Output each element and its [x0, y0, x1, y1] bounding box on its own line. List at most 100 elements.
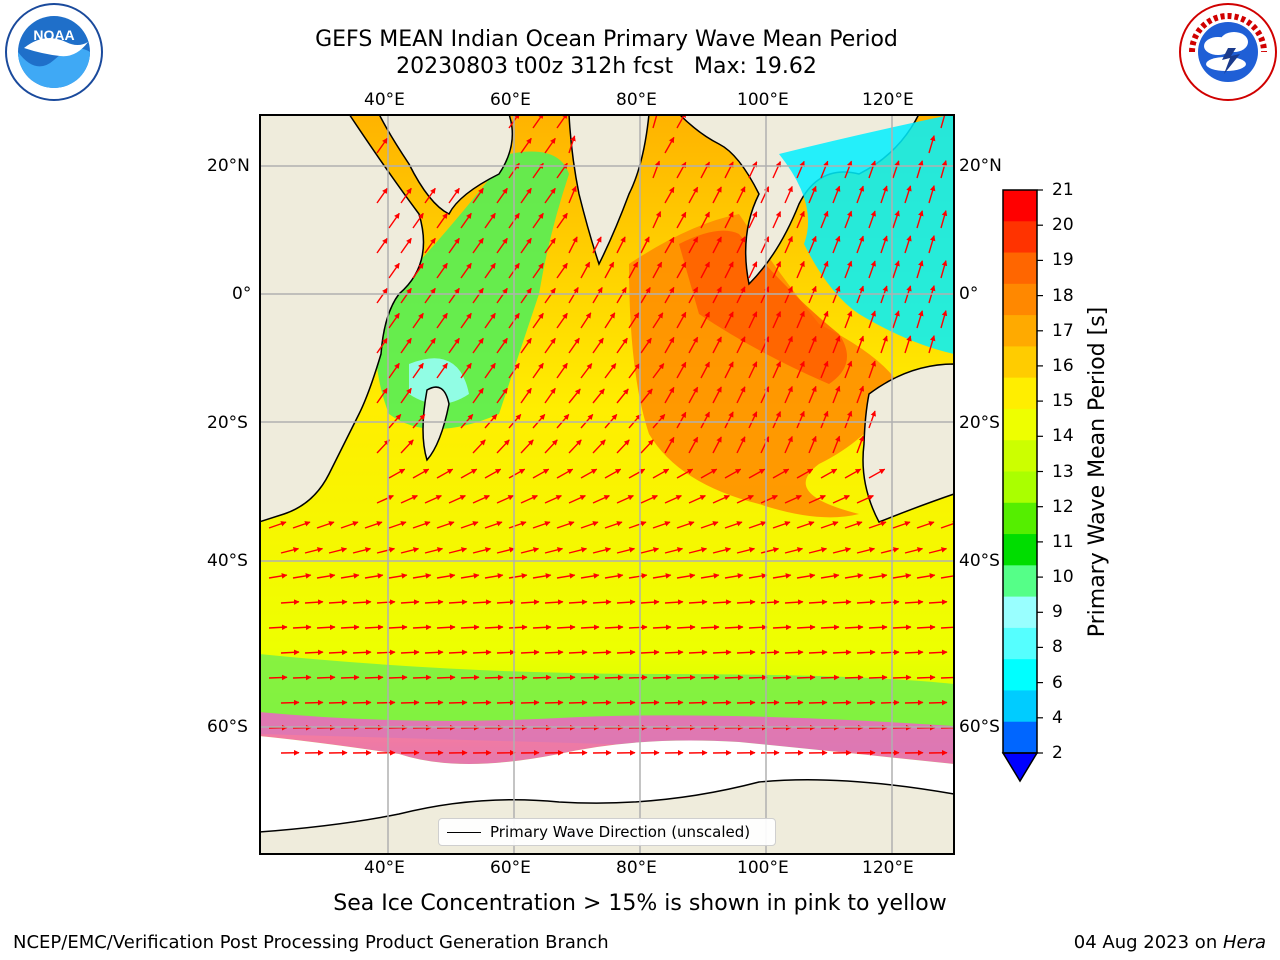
wave-direction-arrow — [412, 521, 431, 529]
wave-direction-arrow — [508, 573, 528, 579]
wave-direction-arrow — [472, 494, 490, 504]
wave-direction-arrow — [412, 624, 432, 631]
wave-direction-arrow — [796, 160, 805, 179]
wave-direction-arrow — [736, 436, 746, 454]
colorbar-swatch — [1003, 690, 1037, 723]
wave-direction-arrow — [640, 547, 660, 554]
wave-direction-arrow — [916, 260, 924, 279]
wave-direction-arrow — [856, 699, 876, 706]
wave-direction-arrow — [748, 311, 758, 329]
wave-direction-arrow — [316, 674, 336, 681]
wave-direction-arrow — [424, 649, 444, 656]
footer-host: Hera — [1222, 932, 1266, 953]
wave-direction-arrow — [760, 547, 780, 554]
wave-direction-arrow — [340, 573, 360, 579]
colorbar-extend-triangle — [1001, 752, 1039, 783]
wave-direction-arrow — [892, 624, 912, 631]
wave-direction-arrow — [616, 599, 636, 605]
wave-direction-arrow — [736, 336, 746, 354]
wave-direction-arrow — [808, 649, 828, 656]
wave-direction-arrow — [604, 521, 623, 529]
wave-direction-arrow — [772, 624, 792, 631]
wave-direction-arrow — [748, 161, 758, 179]
wave-direction-arrow — [652, 160, 661, 179]
wave-direction-arrow — [700, 261, 711, 279]
wave-direction-arrow — [580, 624, 600, 631]
wave-direction-arrow — [568, 599, 588, 605]
wave-direction-arrow — [760, 699, 780, 706]
wave-direction-arrow — [940, 624, 955, 631]
wave-direction-arrow — [724, 521, 743, 529]
wave-direction-arrow — [844, 160, 853, 179]
wave-direction-arrow — [568, 439, 582, 454]
wave-direction-arrow — [508, 624, 528, 631]
wave-direction-arrow — [940, 114, 948, 129]
wave-direction-arrow — [520, 547, 540, 554]
wave-direction-arrow — [280, 649, 300, 656]
lon-label-top-80e: 80°E — [616, 90, 657, 110]
wave-direction-arrow — [292, 624, 312, 631]
wave-direction-arrow — [832, 494, 850, 504]
wave-direction-arrow — [592, 236, 602, 254]
wave-direction-arrow — [832, 385, 841, 404]
wave-direction-arrow — [424, 337, 436, 354]
wave-direction-arrow — [856, 185, 865, 204]
wave-direction-arrow — [592, 439, 606, 454]
wave-direction-arrow — [580, 521, 599, 529]
wave-direction-arrow — [448, 599, 468, 605]
wave-direction-arrow — [520, 649, 540, 656]
wave-direction-arrow — [904, 649, 924, 656]
wave-direction-arrow — [376, 494, 394, 504]
wave-direction-arrow — [796, 360, 805, 379]
wave-direction-arrow — [532, 624, 552, 631]
wave-direction-arrow — [292, 521, 311, 529]
wave-direction-arrow — [460, 212, 472, 229]
wave-direction-arrow — [784, 235, 793, 254]
wave-direction-arrow — [400, 547, 420, 554]
wave-direction-arrow — [604, 468, 622, 479]
wave-direction-arrow — [916, 674, 936, 681]
wave-direction-arrow — [556, 674, 576, 681]
colorbar-tick-label: 2 — [1052, 743, 1063, 763]
wave-direction-arrow — [748, 261, 758, 279]
wave-direction-arrow — [364, 624, 384, 631]
colorbar-tick-label: 9 — [1052, 602, 1063, 623]
wave-direction-arrow — [508, 521, 527, 529]
wave-direction-arrow — [808, 235, 817, 254]
sea-ice-note: Sea Ice Concentration > 15% is shown in … — [333, 891, 947, 916]
wave-direction-arrow — [400, 237, 412, 254]
wave-direction-arrow — [412, 212, 424, 229]
wave-direction-arrow — [532, 674, 552, 681]
wave-direction-arrow — [448, 187, 460, 204]
lat-label-left-60s: 60°S — [207, 717, 248, 737]
wave-direction-arrow — [520, 387, 532, 404]
wave-direction-arrow — [616, 699, 636, 706]
wave-direction-arrow — [772, 211, 782, 229]
wave-direction-arrow — [508, 674, 528, 681]
wave-direction-arrow — [436, 521, 455, 529]
wave-direction-arrow — [940, 260, 948, 279]
wave-direction-arrow — [844, 360, 853, 379]
wave-direction-arrow — [556, 624, 576, 631]
wave-direction-arrow — [436, 262, 448, 279]
wave-direction-arrow — [304, 699, 324, 706]
wave-direction-arrow — [736, 236, 746, 254]
wave-direction-arrow — [640, 439, 654, 454]
wave-direction-arrow — [856, 599, 876, 605]
wave-direction-arrow — [712, 386, 722, 404]
lat-label-left-20s: 20°S — [207, 413, 248, 433]
wave-direction-arrow — [652, 573, 672, 579]
wave-direction-arrow — [544, 287, 556, 304]
wave-direction-arrow — [460, 362, 472, 379]
wave-direction-arrow — [532, 362, 544, 379]
wave-direction-arrow — [520, 287, 532, 304]
wave-direction-arrow — [940, 160, 948, 179]
wave-direction-arrow — [700, 211, 711, 229]
wave-direction-arrow — [424, 599, 444, 605]
wave-direction-arrow — [496, 699, 516, 706]
wave-direction-arrow — [712, 186, 722, 204]
wave-direction-arrow — [400, 599, 420, 605]
wave-direction-arrow — [508, 468, 526, 479]
antarctica — [259, 778, 955, 855]
wave-direction-arrow — [832, 547, 852, 554]
